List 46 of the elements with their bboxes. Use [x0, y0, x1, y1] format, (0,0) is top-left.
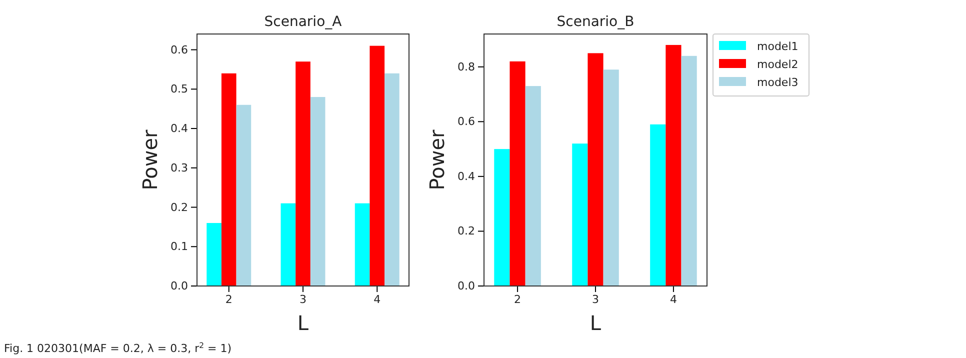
- bar: [310, 97, 326, 286]
- y-tick-label: 0.6: [458, 115, 475, 128]
- y-tick-label: 0.5: [170, 82, 188, 96]
- y-tick-label: 0.1: [170, 240, 188, 254]
- y-tick-label: 0.3: [170, 161, 188, 174]
- x-tick-label: 4: [374, 292, 381, 306]
- bar: [221, 73, 236, 286]
- bar: [650, 124, 666, 286]
- y-tick-label: 0.0: [458, 280, 475, 293]
- legend-label: model2: [757, 58, 798, 71]
- bar: [236, 104, 252, 286]
- chart-title: Scenario_B: [556, 14, 634, 30]
- y-tick-label: 0.4: [458, 170, 475, 183]
- y-axis-title: Power: [138, 128, 162, 190]
- bar: [525, 86, 541, 286]
- x-axis-title: L: [297, 311, 310, 335]
- bar: [280, 203, 296, 286]
- bar: [603, 70, 619, 286]
- bar: [572, 144, 588, 286]
- y-tick-label: 0.0: [170, 280, 188, 293]
- legend-label: model1: [757, 40, 798, 53]
- y-tick-label: 0.6: [170, 43, 188, 56]
- chart-title: Scenario_A: [264, 14, 342, 30]
- bar: [206, 223, 222, 286]
- x-axis-title: L: [590, 311, 602, 335]
- x-tick-label: 2: [514, 292, 522, 306]
- bar: [510, 61, 526, 286]
- y-axis-title: Power: [425, 128, 449, 190]
- y-tick-label: 0.2: [458, 224, 475, 238]
- bar: [296, 62, 310, 286]
- x-tick-label: 4: [670, 292, 677, 306]
- y-tick-label: 0.8: [458, 60, 475, 74]
- bar: [588, 53, 604, 286]
- caption: Fig. 1 020301(MAF = 0.2, λ = 0.3, r$^{2}$ = 1): [4, 340, 232, 355]
- y-tick-label: 0.4: [170, 122, 188, 136]
- bar: [384, 73, 400, 286]
- x-tick-label: 3: [592, 292, 599, 306]
- bar: [681, 56, 697, 286]
- bar: [494, 149, 510, 286]
- bar: [666, 44, 682, 286]
- x-tick-label: 3: [300, 292, 306, 306]
- legend-label: model3: [757, 76, 798, 89]
- bar: [354, 203, 370, 286]
- y-tick-label: 0.2: [170, 200, 188, 214]
- bar: [370, 46, 385, 286]
- x-tick-label: 2: [225, 292, 232, 306]
